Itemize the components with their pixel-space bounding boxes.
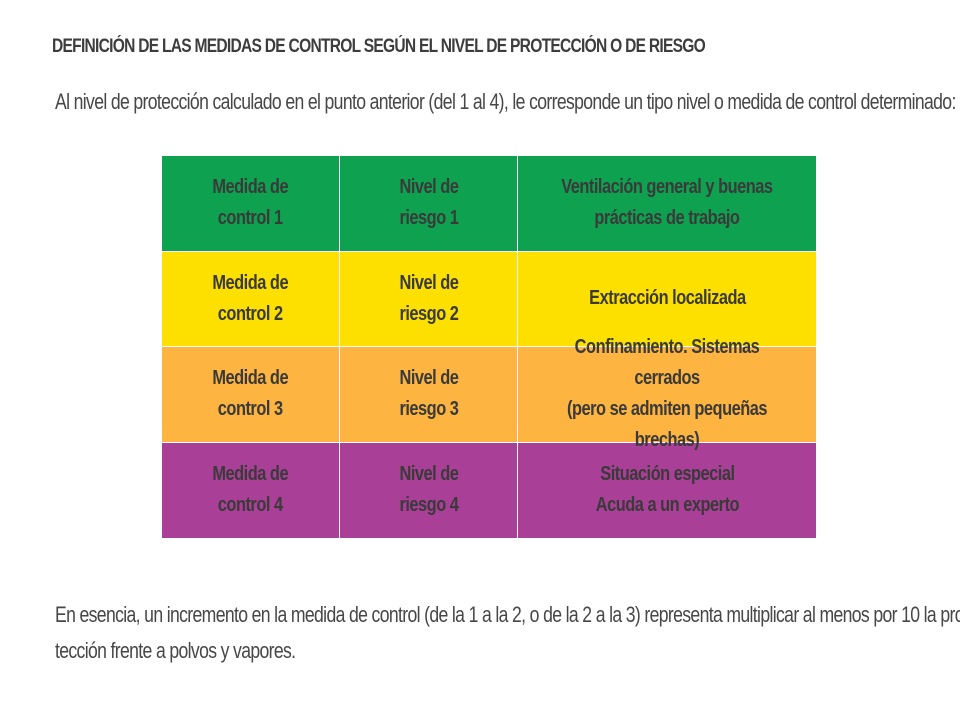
table-cell-description-1: Ventilación general y buenas prácticas d…	[518, 156, 816, 252]
table-cell-measure-3: Medida de control 3	[162, 347, 340, 443]
table-cell-risk-3: Nivel de riesgo 3	[340, 347, 518, 443]
table-cell-measure-2: Medida de control 2	[162, 251, 340, 347]
table-cell-description-4: Situación especial Acuda a un experto	[518, 442, 816, 538]
table-cell-risk-2: Nivel de riesgo 2	[340, 251, 518, 347]
table-cell-description-3: Confinamiento. Sistemas cerrados (pero s…	[518, 336, 816, 451]
control-measures-table: Medida de control 1 Nivel de riesgo 1 Ve…	[162, 156, 816, 538]
intro-paragraph: Al nivel de protección calculado en el p…	[55, 89, 956, 114]
table-cell-measure-1: Medida de control 1	[162, 156, 340, 252]
page-heading: DEFINICIÓN DE LAS MEDIDAS DE CONTROL SEG…	[52, 36, 706, 57]
footer-paragraph: En esencia, un incremento en la medida d…	[55, 597, 960, 669]
table-cell-risk-1: Nivel de riesgo 1	[340, 156, 518, 252]
footer-line-1: En esencia, un incremento en la medida d…	[55, 602, 960, 627]
table-cell-measure-4: Medida de control 4	[162, 442, 340, 538]
table-cell-description-2: Extracción localizada	[518, 251, 816, 347]
table-cell-risk-4: Nivel de riesgo 4	[340, 442, 518, 538]
footer-line-2: tección frente a polvos y vapores.	[55, 638, 296, 663]
